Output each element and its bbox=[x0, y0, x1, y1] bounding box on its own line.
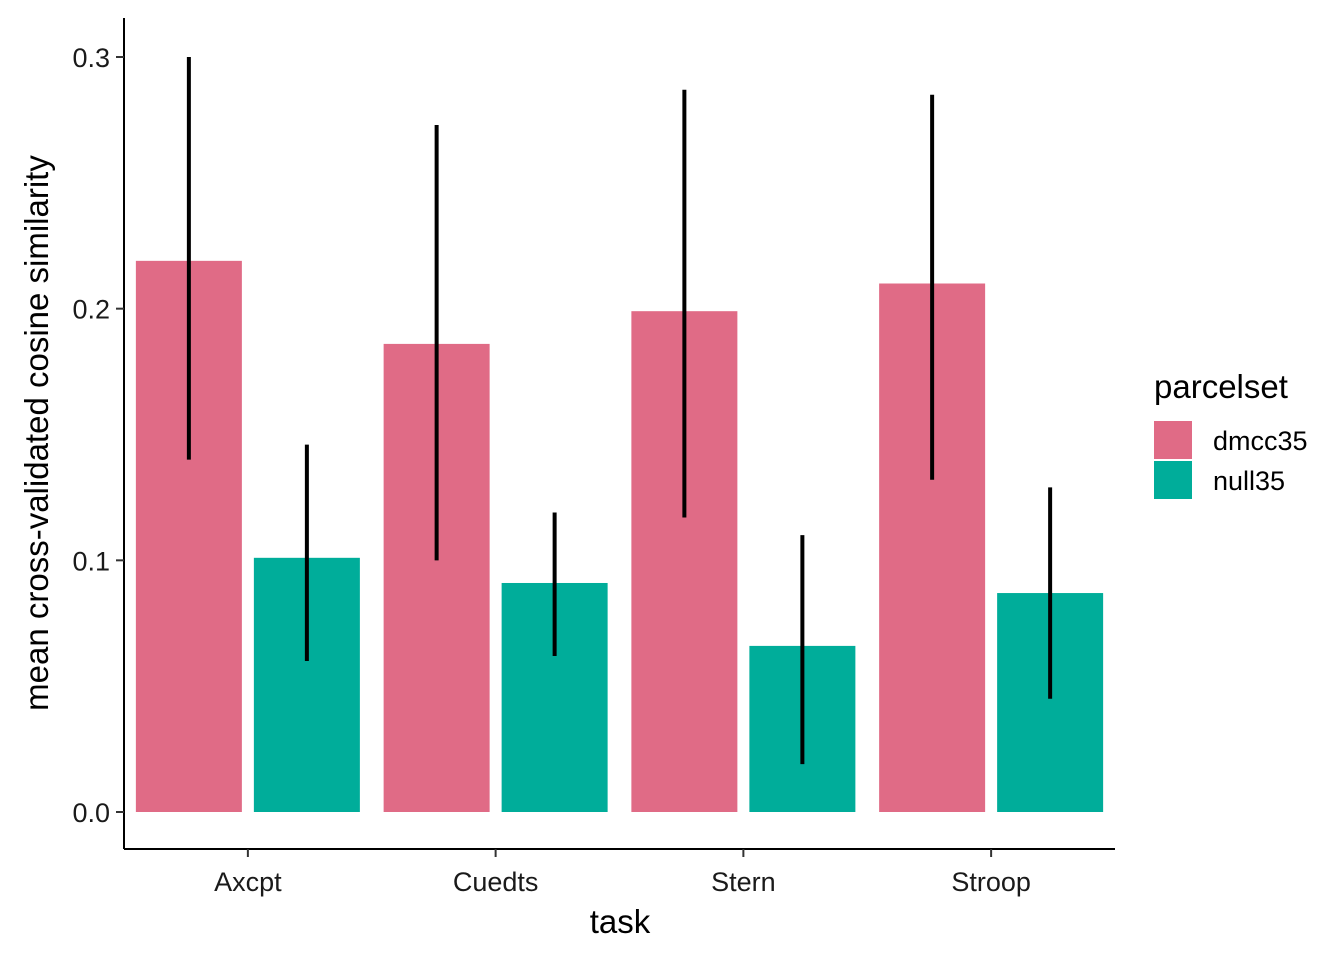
legend-title: parcelset bbox=[1154, 368, 1288, 405]
y-axis-title: mean cross-validated cosine similarity bbox=[18, 155, 55, 711]
legend-items: dmcc35 null35 bbox=[1154, 421, 1308, 499]
y-tick-label: 0.1 bbox=[72, 546, 110, 576]
legend-label-dmcc35: dmcc35 bbox=[1213, 426, 1308, 456]
x-tick-label: Stroop bbox=[951, 867, 1031, 897]
legend-swatch-dmcc35 bbox=[1154, 421, 1192, 459]
x-axis-ticks: Axcpt Cuedts Stern Stroop bbox=[214, 849, 1031, 897]
x-tick-label: Stern bbox=[711, 867, 776, 897]
x-tick-label: Cuedts bbox=[453, 867, 539, 897]
legend-swatch-null35 bbox=[1154, 461, 1192, 499]
y-tick-label: 0.3 bbox=[72, 43, 110, 73]
y-axis-ticks: 0.0 0.1 0.2 0.3 bbox=[72, 43, 124, 828]
x-axis-title: task bbox=[590, 903, 651, 940]
y-tick-label: 0.2 bbox=[72, 295, 110, 325]
x-tick-label: Axcpt bbox=[214, 867, 282, 897]
legend: parcelset dmcc35 null35 bbox=[1154, 368, 1308, 499]
y-tick-label: 0.0 bbox=[72, 798, 110, 828]
legend-label-null35: null35 bbox=[1213, 466, 1285, 496]
error-bars-layer bbox=[186, 57, 1053, 765]
bars-layer bbox=[135, 260, 1104, 813]
